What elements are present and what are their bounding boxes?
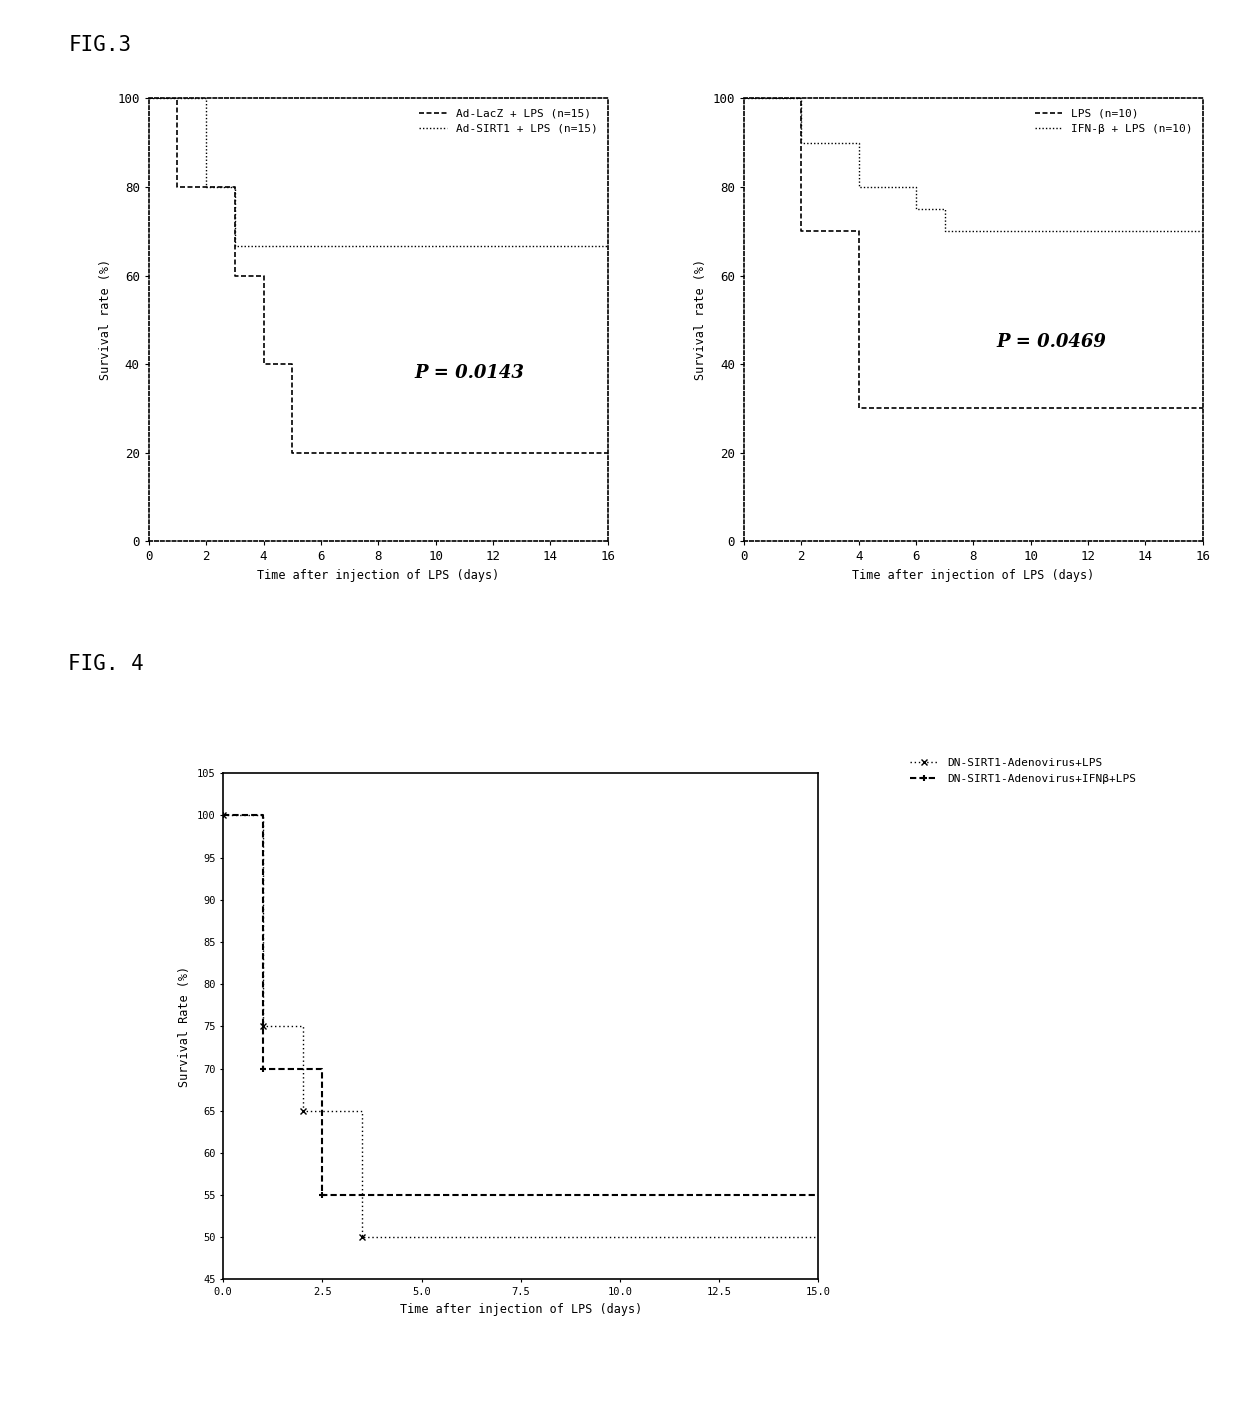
- Legend: LPS (n=10), IFN-β + LPS (n=10): LPS (n=10), IFN-β + LPS (n=10): [1030, 104, 1198, 138]
- Text: FIG. 4: FIG. 4: [68, 654, 144, 673]
- Legend: DN-SIRT1-Adenovirus+LPS, DN-SIRT1-Adenovirus+IFNβ+LPS: DN-SIRT1-Adenovirus+LPS, DN-SIRT1-Adenov…: [905, 754, 1141, 787]
- Y-axis label: Survival rate (%): Survival rate (%): [694, 259, 707, 381]
- Text: P = 0.0469: P = 0.0469: [997, 333, 1106, 352]
- X-axis label: Time after injection of LPS (days): Time after injection of LPS (days): [399, 1302, 642, 1316]
- X-axis label: Time after injection of LPS (days): Time after injection of LPS (days): [257, 569, 500, 582]
- Y-axis label: Survival Rate (%): Survival Rate (%): [179, 966, 191, 1087]
- Legend: Ad-LacZ + LPS (n=15), Ad-SIRT1 + LPS (n=15): Ad-LacZ + LPS (n=15), Ad-SIRT1 + LPS (n=…: [414, 104, 603, 138]
- X-axis label: Time after injection of LPS (days): Time after injection of LPS (days): [852, 569, 1095, 582]
- Text: P = 0.0143: P = 0.0143: [415, 364, 525, 382]
- Y-axis label: Survival rate (%): Survival rate (%): [99, 259, 112, 381]
- Text: FIG.3: FIG.3: [68, 35, 131, 55]
